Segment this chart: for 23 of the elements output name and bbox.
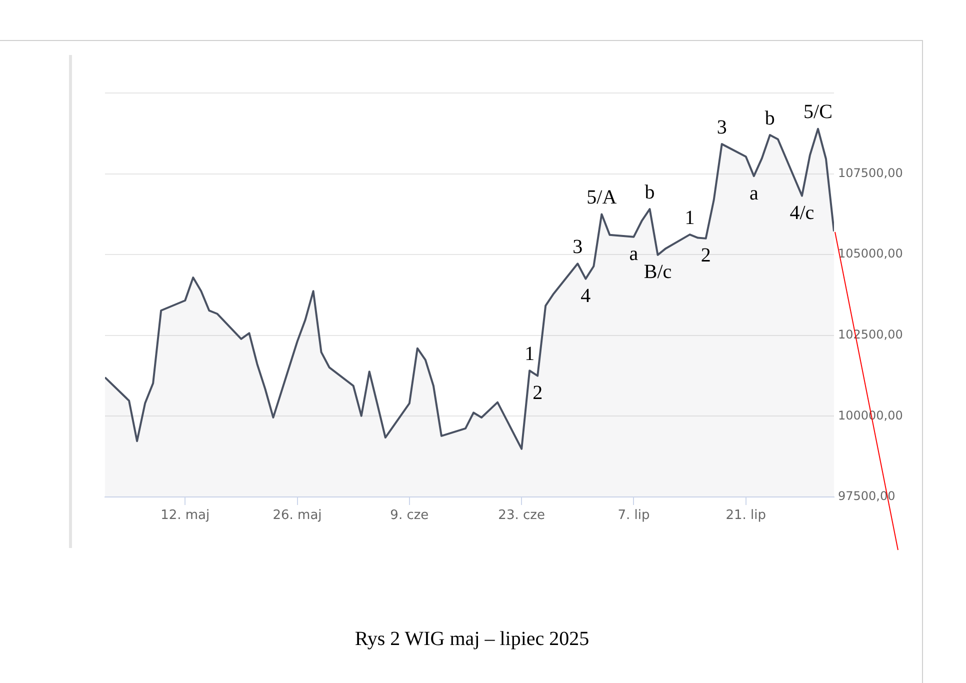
x-tick-label: 7. lip — [618, 508, 650, 524]
text: Rys 2 WIG maj – lipiec 2025 — [354, 628, 590, 651]
x-tick-label: 21. lip — [726, 508, 766, 524]
annotation: 4 — [580, 285, 591, 308]
x-tick-label: 26. maj — [272, 508, 322, 524]
annotation: 5/A — [586, 186, 618, 208]
annotation: 1 — [524, 342, 535, 365]
annotation: 3 — [716, 116, 727, 138]
annotation: 5/C — [804, 101, 832, 124]
annotation: a — [629, 243, 638, 266]
y-tick-label: 107500,00 — [838, 166, 903, 180]
annotation: 2 — [532, 382, 543, 404]
x-tick-label: 9. cze — [390, 508, 429, 524]
annotation: 3 — [572, 236, 583, 258]
annotation: 1 — [684, 206, 695, 229]
x-tick-label: 12. maj — [160, 508, 210, 524]
annotation: b — [644, 181, 655, 204]
annotation: b — [764, 107, 775, 130]
annotation: B/c — [644, 261, 672, 284]
annotation: 2 — [700, 244, 711, 267]
annotation: 4/c — [790, 202, 814, 224]
x-tick-label: 23. cze — [498, 508, 545, 524]
annotation: a — [749, 182, 758, 204]
